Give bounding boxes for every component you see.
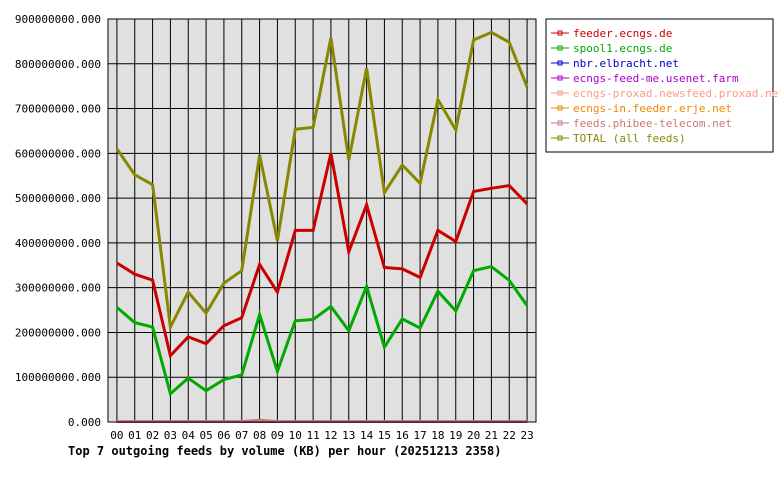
- legend-entry-label: feeds.phibee-telecom.net: [573, 117, 732, 130]
- series-line: [116, 418, 528, 423]
- legend-swatch-marker: [557, 105, 563, 111]
- x-tick-label: 20: [467, 429, 480, 442]
- y-tick-label: 800000000.000: [15, 58, 101, 71]
- x-tick-label: 00: [110, 429, 123, 442]
- y-tick-label: 300000000.000: [15, 282, 101, 295]
- series-line: [115, 264, 529, 397]
- chart-title: Top 7 outgoing feeds by volume (KB) per …: [68, 444, 502, 458]
- y-tick-label: 100000000.000: [15, 371, 101, 384]
- y-tick-label: 400000000.000: [15, 237, 101, 250]
- x-tick-label: 12: [324, 429, 337, 442]
- y-tick-label: 700000000.000: [15, 103, 101, 116]
- y-tick-label: 500000000.000: [15, 192, 101, 205]
- legend-swatch-marker: [557, 60, 563, 66]
- x-tick-label: 11: [306, 429, 319, 442]
- y-tick-label: 0.000: [68, 416, 101, 429]
- x-tick-label: 17: [413, 429, 426, 442]
- grid: [108, 18, 536, 423]
- y-tick-label: 600000000.000: [15, 147, 101, 160]
- plot-frame: [107, 18, 537, 423]
- x-tick-label: 10: [289, 429, 302, 442]
- y-tick-label: 200000000.000: [15, 326, 101, 339]
- x-tick-label: 02: [146, 429, 159, 442]
- x-tick-label: 22: [503, 429, 516, 442]
- legend-swatch-marker: [557, 135, 563, 141]
- x-tick-label: 19: [449, 429, 462, 442]
- legend-swatch-marker: [557, 45, 563, 51]
- legend-entry-label: ecngs-feed-me.usenet.farm: [573, 72, 739, 85]
- x-tick-label: 15: [378, 429, 391, 442]
- x-axis-tick-labels: 00 01 02 03 04 05 06 07 08 09 10 11 12 13 14 15 16 17 18 19…: [110, 429, 533, 442]
- x-tick-label: 08: [253, 429, 266, 442]
- legend-entry-label: TOTAL (all feeds): [573, 132, 686, 145]
- x-tick-label: 07: [235, 429, 248, 442]
- x-tick-label: 16: [396, 429, 409, 442]
- x-tick-label: 23: [520, 429, 533, 442]
- legend: feeder.ecngs.de spool1.ecngs.de nbr.elbrac…: [545, 18, 780, 153]
- series-line: [116, 152, 529, 359]
- x-tick-label: 05: [199, 429, 212, 442]
- legend-entry-label: spool1.ecngs.de: [573, 42, 672, 55]
- legend-box: [545, 18, 774, 153]
- legend-entry-label: ecngs-in.feeder.erje.net: [573, 102, 732, 115]
- y-axis-tick-labels: 0.000 100000000.000 200000000.000 300000000…: [15, 13, 101, 429]
- x-tick-label: 09: [271, 429, 284, 442]
- legend-entry-label: nbr.elbracht.net: [573, 57, 679, 70]
- x-tick-label: 03: [164, 429, 177, 442]
- x-tick-label: 14: [360, 429, 374, 442]
- legend-entry-label: feeder.ecngs.de: [573, 27, 672, 40]
- legend-swatch-marker: [557, 120, 563, 126]
- x-tick-label: 01: [128, 429, 141, 442]
- legend-entry-label: ecngs-proxad.newsfeed.proxad.net: [573, 87, 780, 100]
- series-line: [115, 30, 529, 333]
- x-tick-label: 04: [182, 429, 196, 442]
- y-tick-label: 900000000.000: [15, 13, 101, 26]
- x-tick-label: 21: [485, 429, 498, 442]
- x-tick-label: 13: [342, 429, 355, 442]
- legend-swatch-marker: [557, 30, 563, 36]
- legend-swatch-marker: [557, 90, 563, 96]
- x-tick-label: 06: [217, 429, 230, 442]
- legend-swatch-marker: [557, 75, 563, 81]
- x-tick-label: 18: [431, 429, 444, 442]
